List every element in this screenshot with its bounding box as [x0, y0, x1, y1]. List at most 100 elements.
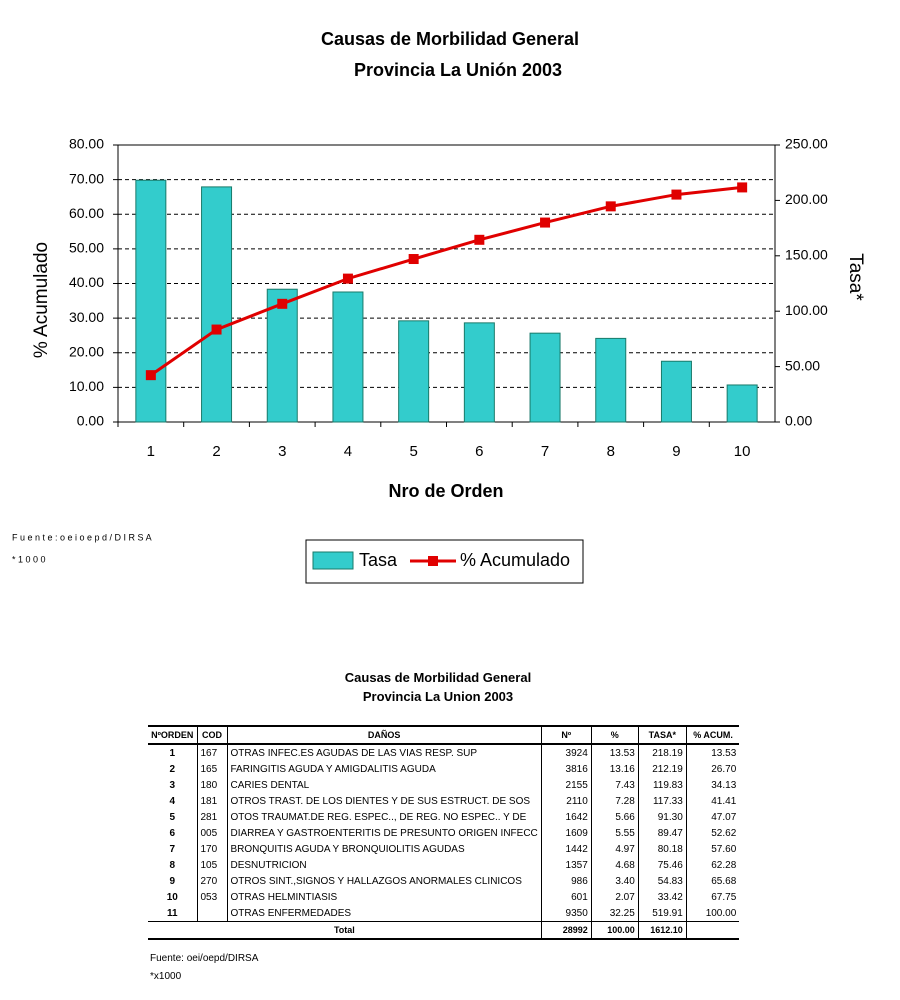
table-cell: 170 — [196, 841, 227, 857]
x-tick-label: 10 — [734, 443, 751, 460]
y-tick-label: 50.00 — [69, 240, 104, 256]
line-marker — [737, 182, 748, 193]
y2-tick-label: 100.00 — [785, 302, 828, 318]
table-cell: 165 — [196, 761, 227, 777]
table-cell: OTROS TRAST. DE LOS DIENTES Y DE SUS EST… — [226, 793, 542, 809]
table-row: 11 OTRAS ENFERMEDADES 9350 32.25 519.91 100.0… — [148, 905, 740, 922]
table-cell: 10 — [166, 891, 178, 903]
table-cell: 4 — [169, 795, 176, 807]
column-header: % — [590, 725, 639, 745]
source-note: F u e n t e : o e i o e p d / D I R S A — [12, 532, 152, 542]
table-cell: 117.33 — [637, 793, 687, 809]
table-cell: 80.18 — [637, 841, 687, 857]
table-subtitle: Provincia La Union 2003 — [362, 689, 514, 704]
y-tick-label: 70.00 — [69, 170, 104, 186]
table-cell: 100.00 — [685, 905, 740, 922]
table-cell: 8 — [169, 859, 176, 871]
table-cell: 1442 — [540, 841, 592, 857]
column-header: NºORDEN — [148, 725, 197, 745]
table-cell: OTRAS HELMINTIASIS — [226, 889, 542, 905]
table-cell: 3 — [169, 779, 176, 791]
table-cell: 601 — [540, 889, 592, 905]
x-tick-label: 7 — [541, 443, 549, 460]
table-cell: BRONQUITIS AGUDA Y BRONQUIOLITIS AGUDAS — [226, 841, 542, 857]
table-cell: 1609 — [540, 825, 592, 841]
line — [149, 185, 743, 377]
total-label: Total — [148, 921, 542, 940]
chart-title: Causas de Morbilidad General — [321, 29, 579, 49]
bar — [529, 332, 561, 423]
bar — [201, 186, 233, 423]
table-cell: FARINGITIS AGUDA Y AMIGDALITIS AGUDA — [226, 761, 542, 777]
column-header: Nº — [540, 725, 592, 745]
x-tick-label: 8 — [607, 443, 615, 460]
table-cell: 5.66 — [590, 809, 639, 825]
table-cell: 119.83 — [637, 777, 687, 793]
table-cell: 4.97 — [590, 841, 639, 857]
table-cell: 7.43 — [590, 777, 639, 793]
table-cell: OTRAS ENFERMEDADES — [226, 905, 542, 922]
y-tick-label: 30.00 — [69, 309, 104, 325]
table-row: 2 165 FARINGITIS AGUDA Y AMIGDALITIS AGUDA… — [148, 761, 740, 777]
table-row: 9 270 OTROS SINT.,SIGNOS Y HALLAZGOS ANORM… — [148, 873, 740, 889]
table-cell: 26.70 — [685, 761, 740, 777]
bar — [660, 360, 692, 423]
table-source: Fuente: oei/oepd/DIRSA — [150, 953, 259, 964]
table-cell: 54.83 — [637, 873, 687, 889]
table-cell: 1642 — [540, 809, 592, 825]
bar — [463, 322, 495, 423]
table-cell: 7 — [169, 843, 176, 855]
table-cell: 2.07 — [590, 889, 639, 905]
line-marker — [277, 298, 288, 309]
y-tick-label: 10.00 — [69, 378, 104, 394]
total-cell-blank — [685, 921, 740, 940]
table-cell: 11 — [166, 907, 178, 919]
table-cell: 65.68 — [685, 873, 740, 889]
table-title: Causas de Morbilidad General — [344, 670, 532, 685]
x-tick-label: 6 — [475, 443, 483, 460]
y-tick-label: 60.00 — [69, 205, 104, 221]
table-cell: DESNUTRICION — [226, 857, 542, 873]
x-axis-label: Nro de Orden — [388, 481, 503, 501]
table-cell: 9350 — [540, 905, 592, 922]
total-cell: 100.00 — [590, 921, 639, 940]
y-tick-label: 0.00 — [77, 413, 104, 429]
table-cell: 1 — [169, 747, 176, 759]
column-header: DAÑOS — [226, 725, 542, 745]
table-cell: 89.47 — [637, 825, 687, 841]
table-cell: 7.28 — [590, 793, 639, 809]
chart-subtitle: Provincia La Unión 2003 — [354, 60, 562, 80]
table-cell: 519.91 — [637, 905, 687, 922]
table-cell: 62.28 — [685, 857, 740, 873]
table-cell: 270 — [196, 873, 227, 889]
table-cell: 33.42 — [637, 889, 687, 905]
line-marker — [474, 234, 485, 245]
table-row: 7 170 BRONQUITIS AGUDA Y BRONQUIOLITIS AGU… — [148, 841, 740, 857]
table-cell: 2110 — [540, 793, 592, 809]
table-cell: 053 — [196, 889, 227, 905]
line-marker — [342, 273, 353, 284]
table-cell: 3924 — [540, 744, 592, 761]
x-tick-label: 3 — [278, 443, 286, 460]
table-cell: 32.25 — [590, 905, 639, 922]
legend-label: % Acumulado — [460, 550, 570, 570]
y2-tick-label: 50.00 — [785, 357, 820, 373]
table-cell: 180 — [196, 777, 227, 793]
bar — [726, 384, 758, 423]
table-cell: 67.75 — [685, 889, 740, 905]
table-cell: 52.62 — [685, 825, 740, 841]
table-cell: 281 — [196, 809, 227, 825]
line-marker — [211, 324, 222, 335]
table-row: 10 053 OTRAS HELMINTIASIS 601 2.07 33.42 67.75 — [148, 889, 740, 905]
table-row: 8 105 DESNUTRICION 1357 4.68 75.46 62.28 — [148, 857, 740, 873]
table-cell: 13.53 — [590, 744, 639, 761]
table-cell: 105 — [196, 857, 227, 873]
x-tick-label: 9 — [672, 443, 680, 460]
table-cell: 1357 — [540, 857, 592, 873]
total-row: Total 28992 100.00 1612.10 — [148, 921, 740, 940]
line-marker — [605, 201, 616, 212]
table-cell: 986 — [540, 873, 592, 889]
table-cell: OTROS SINT.,SIGNOS Y HALLAZGOS ANORMALES… — [226, 873, 542, 889]
table-cell: 3816 — [540, 761, 592, 777]
